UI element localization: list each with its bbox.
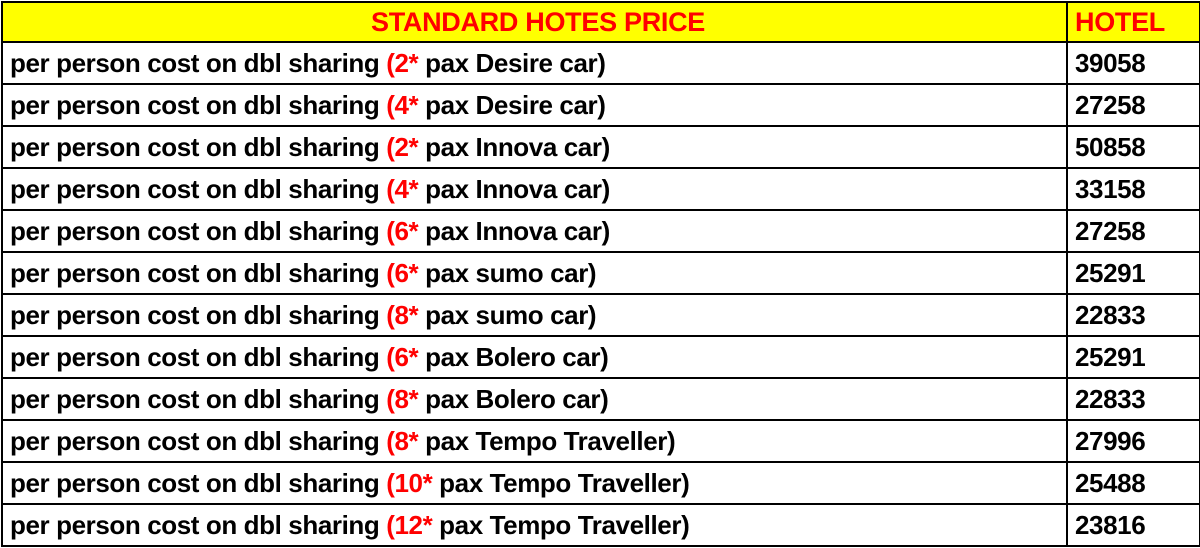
description-cell: per person cost on dbl sharing (12* pax … [1,503,1068,547]
table-row: per person cost on dbl sharing (6* pax B… [1,335,1200,379]
description-cell: per person cost on dbl sharing (8* pax T… [1,419,1068,463]
description-cell: per person cost on dbl sharing (4* pax I… [1,167,1068,211]
table-row: per person cost on dbl sharing (4* pax D… [1,83,1200,127]
description-suffix: pax sumo car) [418,299,597,330]
price-cell: 25291 [1066,251,1200,295]
price-cell: 25291 [1066,335,1200,379]
description-cell: per person cost on dbl sharing (2* pax I… [1,125,1068,169]
table-row: per person cost on dbl sharing (6* pax s… [1,251,1200,295]
table-row: per person cost on dbl sharing (6* pax I… [1,209,1200,253]
description-prefix: per person cost on dbl sharing [10,509,387,540]
pax-highlight: (6* [386,257,419,288]
pax-highlight: (6* [386,215,419,246]
price-cell: 25488 [1066,461,1200,505]
description-suffix: pax Innova car) [418,173,610,204]
description-cell: per person cost on dbl sharing (6* pax I… [1,209,1068,253]
pax-highlight: (2* [386,131,419,162]
description-prefix: per person cost on dbl sharing [10,131,387,162]
description-suffix: pax Desire car) [418,47,606,78]
description-suffix: pax Bolero car) [418,383,609,414]
pax-highlight: (8* [386,299,419,330]
table-row: per person cost on dbl sharing (8* pax B… [1,377,1200,421]
description-suffix: pax Tempo Traveller) [432,509,690,540]
description-prefix: per person cost on dbl sharing [10,425,387,456]
table-row: per person cost on dbl sharing (8* pax s… [1,293,1200,337]
pax-highlight: (6* [386,341,419,372]
price-cell: 27258 [1066,209,1200,253]
table-row: per person cost on dbl sharing (10* pax … [1,461,1200,505]
pax-highlight: (10* [386,467,433,498]
pax-highlight: (2* [386,47,419,78]
table-row: per person cost on dbl sharing (4* pax I… [1,167,1200,211]
description-suffix: pax Tempo Traveller) [432,467,690,498]
table-row: per person cost on dbl sharing (8* pax T… [1,419,1200,463]
description-prefix: per person cost on dbl sharing [10,341,387,372]
table-row: per person cost on dbl sharing (2* pax D… [1,41,1200,85]
description-suffix: pax Bolero car) [418,341,609,372]
description-cell: per person cost on dbl sharing (4* pax D… [1,83,1068,127]
description-prefix: per person cost on dbl sharing [10,173,387,204]
price-cell: 22833 [1066,293,1200,337]
description-suffix: pax sumo car) [418,257,597,288]
description-prefix: per person cost on dbl sharing [10,257,387,288]
description-cell: per person cost on dbl sharing (2* pax D… [1,41,1068,85]
description-cell: per person cost on dbl sharing (8* pax s… [1,293,1068,337]
price-cell: 23816 [1066,503,1200,547]
description-cell: per person cost on dbl sharing (6* pax s… [1,251,1068,295]
description-suffix: pax Innova car) [418,215,610,246]
description-cell: per person cost on dbl sharing (6* pax B… [1,335,1068,379]
header-row: STANDARD HOTES PRICE HOTEL [1,1,1200,43]
pax-highlight: (4* [386,173,419,204]
description-prefix: per person cost on dbl sharing [10,47,387,78]
pax-highlight: (12* [386,509,433,540]
pax-highlight: (8* [386,425,419,456]
description-suffix: pax Tempo Traveller) [418,425,676,456]
table-row: per person cost on dbl sharing (12* pax … [1,503,1200,547]
table-title: STANDARD HOTES PRICE [1,1,1068,43]
table-body: per person cost on dbl sharing (2* pax D… [1,41,1200,547]
description-prefix: per person cost on dbl sharing [10,467,387,498]
price-cell: 27996 [1066,419,1200,463]
description-prefix: per person cost on dbl sharing [10,383,387,414]
description-prefix: per person cost on dbl sharing [10,299,387,330]
pax-highlight: (8* [386,383,419,414]
price-cell: 27258 [1066,83,1200,127]
description-cell: per person cost on dbl sharing (8* pax B… [1,377,1068,421]
price-column-header: HOTEL [1066,1,1200,43]
description-suffix: pax Innova car) [418,131,610,162]
description-prefix: per person cost on dbl sharing [10,89,387,120]
table-row: per person cost on dbl sharing (2* pax I… [1,125,1200,169]
description-cell: per person cost on dbl sharing (10* pax … [1,461,1068,505]
price-cell: 39058 [1066,41,1200,85]
description-suffix: pax Desire car) [418,89,606,120]
price-cell: 22833 [1066,377,1200,421]
description-prefix: per person cost on dbl sharing [10,215,387,246]
price-cell: 50858 [1066,125,1200,169]
price-cell: 33158 [1066,167,1200,211]
pax-highlight: (4* [386,89,419,120]
